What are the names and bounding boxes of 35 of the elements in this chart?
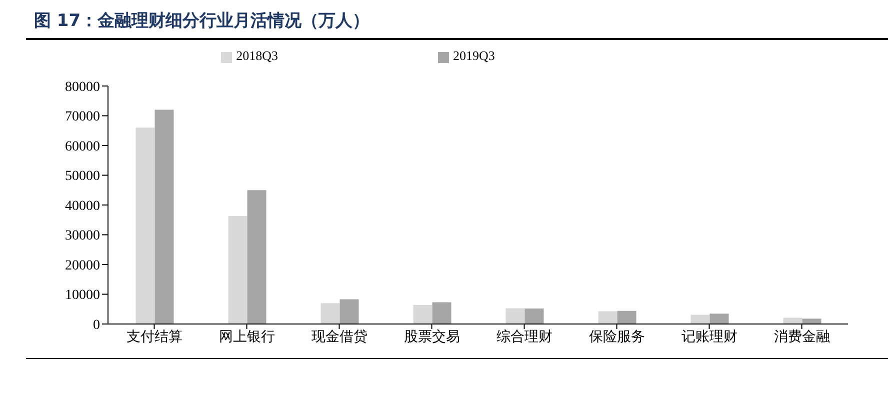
y-tick-label: 20000 [65, 258, 100, 274]
bar [690, 314, 710, 324]
y-tick-label: 80000 [65, 80, 100, 95]
y-tick-label: 50000 [65, 169, 100, 184]
x-tick-label: 股票交易 [404, 328, 460, 345]
bar [432, 302, 452, 324]
bar [598, 311, 618, 324]
bar [524, 308, 544, 324]
x-tick-label: 现金借贷 [311, 328, 368, 345]
y-tick-label: 10000 [65, 288, 100, 304]
chart-title: 图 17：金融理财细分行业月活情况（万人） [33, 10, 371, 33]
bar [413, 304, 432, 324]
bar [154, 110, 174, 324]
bar [710, 314, 729, 324]
x-tick-label: 综合理财 [496, 328, 552, 345]
x-tick-label: 消费金融 [774, 328, 830, 345]
x-tick-label: 网上银行 [218, 328, 275, 345]
legend-label: 2018Q3 [236, 48, 278, 63]
bar [247, 190, 266, 324]
x-tick-label: 支付结算 [126, 328, 182, 345]
legend-label: 2019Q3 [453, 48, 495, 63]
bar [506, 308, 525, 324]
bar [320, 303, 340, 324]
x-tick-label: 保险服务 [588, 328, 645, 345]
bar [617, 310, 636, 324]
bar [136, 128, 155, 324]
bar [340, 299, 359, 324]
y-tick-label: 0 [93, 318, 100, 333]
bar [802, 318, 822, 324]
y-tick-label: 60000 [65, 139, 100, 154]
x-tick-label: 记账理财 [681, 328, 738, 345]
y-tick-label: 40000 [65, 198, 100, 214]
bar [228, 216, 248, 324]
y-tick-label: 30000 [65, 228, 100, 244]
y-tick-label: 70000 [65, 110, 100, 125]
